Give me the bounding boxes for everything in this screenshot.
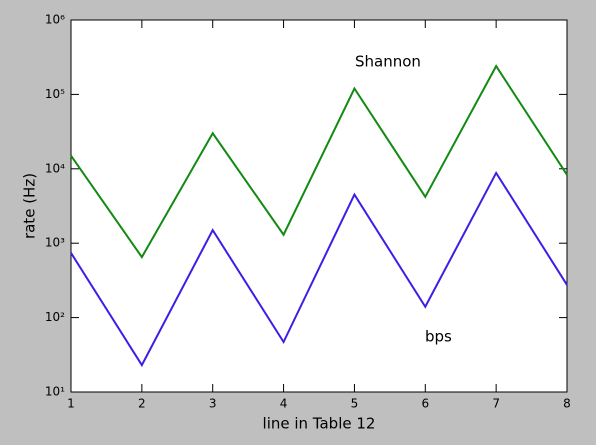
y-axis-label: rate (Hz)	[21, 173, 39, 239]
x-tick-label: 7	[492, 397, 500, 411]
series-annotation: Shannon	[355, 53, 421, 71]
y-tick-label: 10⁵	[45, 87, 65, 101]
x-tick-label: 5	[351, 397, 359, 411]
series-annotation: bps	[425, 328, 452, 346]
x-tick-label: 3	[209, 397, 217, 411]
x-tick-label: 6	[421, 397, 429, 411]
x-tick-label: 2	[138, 397, 146, 411]
x-tick-label: 1	[67, 397, 75, 411]
x-axis-label: line in Table 12	[263, 415, 376, 433]
plot-area	[70, 19, 568, 393]
y-tick-label: 10³	[45, 236, 65, 250]
x-tick-label: 4	[280, 397, 288, 411]
x-tick-label: 8	[563, 397, 571, 411]
y-tick-label: 10²	[45, 310, 65, 324]
y-tick-label: 10⁶	[45, 13, 65, 27]
y-tick-label: 10¹	[45, 385, 65, 399]
series-line	[70, 64, 568, 259]
y-tick-label: 10⁴	[45, 161, 65, 175]
series-line	[70, 170, 568, 368]
